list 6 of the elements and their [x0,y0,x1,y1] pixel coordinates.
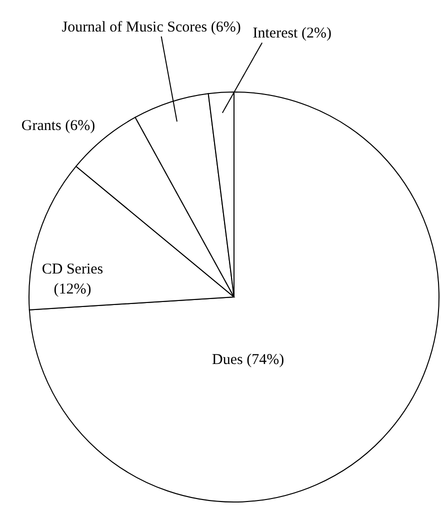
slice-label: Grants (6%) [21,118,96,134]
slice-label: CD Series [42,262,104,278]
slice-label: Dues (74%) [212,352,284,368]
slice-label: Journal of Music Scores (6%) [62,19,241,36]
slice-label: Interest (2%) [252,26,332,42]
data-label: (12%) [54,282,92,298]
